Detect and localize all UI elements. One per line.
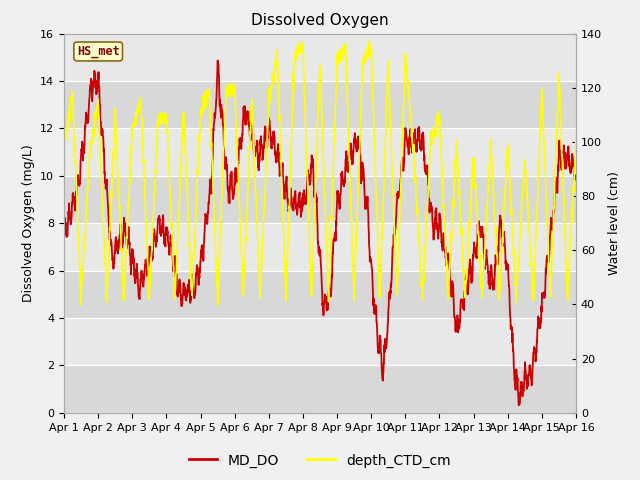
Bar	[64, 365, 576, 413]
Y-axis label: Water level (cm): Water level (cm)	[607, 171, 621, 275]
Bar	[64, 128, 576, 176]
Y-axis label: Dissolved Oxygen (mg/L): Dissolved Oxygen (mg/L)	[22, 144, 35, 302]
Bar	[64, 176, 576, 223]
Bar	[64, 223, 576, 271]
Bar	[64, 81, 576, 128]
Bar	[64, 34, 576, 81]
Legend: MD_DO, depth_CTD_cm: MD_DO, depth_CTD_cm	[184, 448, 456, 473]
Bar	[64, 271, 576, 318]
Text: HS_met: HS_met	[77, 45, 120, 58]
Title: Dissolved Oxygen: Dissolved Oxygen	[251, 13, 389, 28]
Bar	[64, 318, 576, 365]
